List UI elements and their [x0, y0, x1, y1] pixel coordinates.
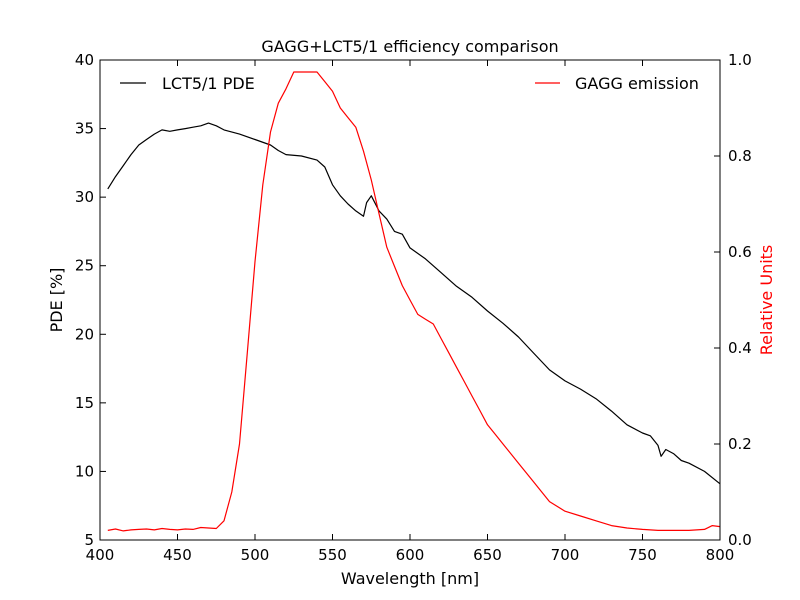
y-left-tick-label: 35	[75, 120, 94, 138]
lct5-pde-line	[107, 122, 721, 485]
x-axis-label: Wavelength [nm]	[341, 569, 479, 588]
x-tick-label: 700	[551, 546, 580, 564]
x-tick-label: 500	[241, 546, 270, 564]
x-tick-label: 750	[628, 546, 657, 564]
y-axis-left-label: PDE [%]	[47, 268, 66, 333]
legend: LCT5/1 PDE GAGG emission	[120, 74, 699, 93]
gagg-emission-line	[107, 71, 721, 532]
y-left-tick-label: 30	[75, 188, 94, 206]
x-axis: 400 450 500 550 600 650 700 750 800	[86, 60, 735, 564]
x-tick-label: 800	[706, 546, 735, 564]
legend-label: LCT5/1 PDE	[162, 74, 255, 93]
y-right-tick-label: 0.4	[728, 339, 752, 357]
x-tick-label: 450	[163, 546, 192, 564]
y-axis-right: 0.0 0.2 0.4 0.6 0.8 1.0	[714, 51, 752, 549]
y-left-tick-label: 25	[75, 257, 94, 275]
x-tick-label: 600	[396, 546, 425, 564]
y-left-tick-label: 15	[75, 394, 94, 412]
y-left-tick-label: 5	[84, 531, 94, 549]
y-right-tick-label: 0.0	[728, 531, 752, 549]
y-axis-right-label: Relative Units	[757, 245, 776, 356]
y-right-tick-label: 0.6	[728, 243, 752, 261]
y-left-tick-label: 10	[75, 462, 94, 480]
y-right-tick-label: 0.8	[728, 147, 752, 165]
x-tick-label: 550	[318, 546, 347, 564]
x-tick-label: 650	[473, 546, 502, 564]
y-right-tick-label: 0.2	[728, 435, 752, 453]
y-left-tick-label: 40	[75, 51, 94, 69]
legend-label: GAGG emission	[575, 74, 699, 93]
x-tick-label: 400	[86, 546, 115, 564]
y-left-tick-label: 20	[75, 325, 94, 343]
y-right-tick-label: 1.0	[728, 51, 752, 69]
plot-lines	[107, 71, 721, 532]
y-axis-left: 5 10 15 20 25 30 35 40	[75, 51, 106, 549]
chart-title: GAGG+LCT5/1 efficiency comparison	[261, 37, 558, 56]
